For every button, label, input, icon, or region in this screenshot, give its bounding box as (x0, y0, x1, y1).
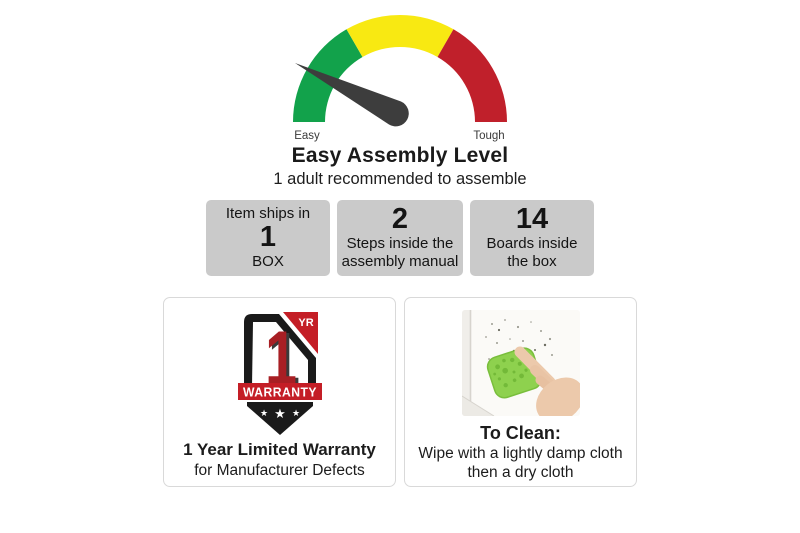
cleaning-photo (461, 310, 580, 417)
spec-box-boards: 14 Boards inside the box (470, 200, 594, 277)
gauge-easy-label: Easy (294, 130, 320, 142)
warranty-title: 1 Year Limited Warranty (183, 440, 376, 460)
star-icon: ★ (274, 407, 286, 422)
spec-line: Boards inside (486, 234, 578, 252)
gauge-arc-yellow (346, 14, 454, 57)
spec-line: BOX (252, 252, 284, 270)
clean-instruction-line: Wipe with a lightly damp cloth (418, 444, 623, 462)
warranty-subtitle: for Manufacturer Defects (194, 461, 365, 479)
cards-row: 1 1 YR WARRANTY ★ ★ ★ 1 Year Limited War… (0, 297, 800, 488)
clean-instruction-line: then a dry cloth (467, 464, 574, 482)
badge-corner-fold (282, 312, 318, 355)
warranty-badge-icon: 1 1 YR WARRANTY ★ ★ ★ (237, 312, 322, 436)
wall-smudges (484, 319, 553, 360)
spec-line: the box (507, 252, 557, 270)
spec-row: Item ships in 1 BOX 2 Steps inside the a… (0, 200, 800, 277)
gauge-arc-red (437, 29, 507, 122)
spec-line: Item ships in (225, 204, 311, 222)
gauge-svg: Easy Tough (293, 14, 507, 142)
assembly-level-subtitle: 1 adult recommended to assemble (273, 170, 527, 189)
spec-line: Steps inside the (346, 234, 454, 252)
spec-number: 1 (259, 221, 277, 254)
clean-title: To Clean: (480, 423, 561, 444)
spec-line: assembly manual (341, 252, 459, 270)
warranty-card: 1 1 YR WARRANTY ★ ★ ★ 1 Year Limited War… (163, 297, 396, 488)
star-icon: ★ (291, 409, 299, 419)
gauge-needle (295, 63, 409, 127)
spec-box-steps: 2 Steps inside the assembly manual (337, 200, 463, 277)
assembly-level-title: Easy Assembly Level (291, 144, 509, 167)
spec-box-ships-in: Item ships in 1 BOX (206, 200, 330, 277)
gauge-tough-label: Tough (473, 130, 504, 142)
star-icon: ★ (259, 409, 267, 419)
hand (514, 346, 580, 417)
assembly-gauge: Easy Tough (285, 8, 515, 143)
spec-number: 2 (391, 202, 409, 235)
spec-number: 14 (515, 202, 549, 235)
cleaning-card: To Clean: Wipe with a lightly damp cloth… (404, 297, 637, 488)
badge-banner-label: WARRANTY (243, 385, 317, 400)
badge-yr-label: YR (298, 317, 313, 329)
